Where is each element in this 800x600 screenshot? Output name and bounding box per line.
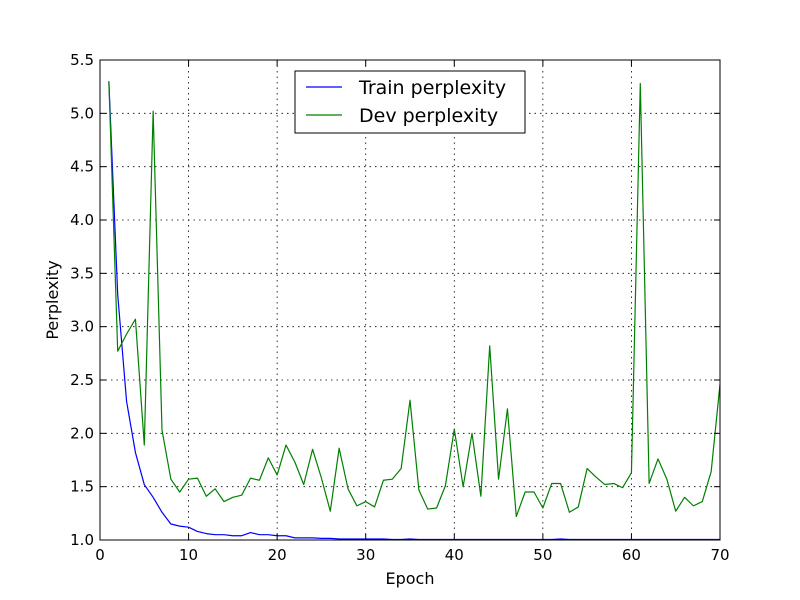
y-tick-label: 5.0 [70,104,94,122]
x-axis-label: Epoch [386,569,435,588]
series-layer [108,81,721,541]
y-tick-label: 5.5 [70,51,94,69]
legend-label-train: Train perplexity [358,77,506,99]
y-tick-label: 4.5 [70,158,94,176]
plot-frame [99,59,721,541]
train-perplexity-line [108,81,720,541]
legend-box [294,70,526,134]
y-axis-label: Perplexity [43,260,62,339]
legend-label-dev: Dev perplexity [359,105,498,127]
x-tick-label: 40 [445,546,464,564]
y-tick-label: 1.0 [70,531,94,549]
y-tick-label: 4.0 [70,211,94,229]
y-tick-label: 1.5 [70,478,94,496]
x-tick-label: 10 [179,546,198,564]
x-tick-label: 20 [268,546,287,564]
y-tick-label: 3.0 [70,318,94,336]
x-tick-label: 60 [622,546,641,564]
x-tick-label: 30 [356,546,375,564]
y-tick-label: 2.0 [70,424,94,442]
y-tick-label: 2.5 [70,371,94,389]
legend: Train perplexity Dev perplexity [294,70,526,134]
axes-ticks: 0 10 20 30 40 50 60 70 1.0 1.5 2.0 2.5 3.0 3.5 4.0 4.5 5… [70,51,729,564]
x-tick-label: 70 [710,546,729,564]
x-tick-label: 50 [533,546,552,564]
y-tick-label: 3.5 [70,264,94,282]
dev-perplexity-line [108,81,721,518]
x-tick-label: 0 [95,546,105,564]
